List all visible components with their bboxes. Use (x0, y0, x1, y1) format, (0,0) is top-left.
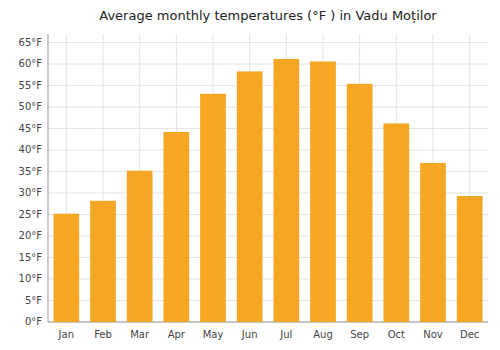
y-tick-label: 25°F (19, 209, 43, 220)
x-tick-label: Jan (58, 329, 74, 340)
bar (200, 94, 226, 322)
bar (54, 214, 80, 322)
y-tick-label: 5°F (25, 295, 42, 306)
x-tick-label: Sep (350, 329, 369, 340)
chart-svg: Average monthly temperatures (°F ) in Va… (0, 0, 500, 350)
bar (420, 163, 446, 322)
x-tick-label: Feb (94, 329, 112, 340)
y-axis-line (48, 34, 49, 322)
y-grid-line (48, 64, 488, 65)
y-tick-label: 35°F (19, 166, 43, 177)
y-tick-label: 65°F (19, 37, 43, 48)
x-tick-label: May (203, 329, 224, 340)
bar (274, 59, 300, 322)
bar (310, 62, 336, 322)
y-tick-label: 50°F (19, 101, 43, 112)
bar (347, 84, 373, 322)
bar (237, 71, 263, 322)
axes: 0°F 5°F 10°F 15°F 20°F 25°F 30°F 35°F 40°F 45°F 50… (19, 34, 488, 340)
y-tick-label: 15°F (19, 252, 43, 263)
grid (48, 34, 488, 322)
bar (164, 132, 190, 322)
y-tick-label: 45°F (19, 123, 43, 134)
x-tick-label: Mar (130, 329, 150, 340)
y-tick-label: 20°F (19, 230, 43, 241)
x-tick-label: Jul (279, 329, 292, 340)
bar (384, 123, 410, 322)
x-tick-label: Oct (388, 329, 405, 340)
x-tick-label: Aug (313, 329, 333, 340)
y-grid-line (48, 85, 488, 86)
x-tick-label: Apr (168, 329, 186, 340)
y-grid-line (48, 128, 488, 129)
title: Average monthly temperatures (°F ) in Va… (99, 8, 437, 23)
chart-container: Average monthly temperatures (°F ) in Va… (0, 0, 500, 350)
y-grid-line (48, 42, 488, 43)
y-grid-line (48, 107, 488, 108)
y-tick-label: 0°F (25, 316, 42, 327)
bar (457, 196, 483, 322)
bars (54, 59, 483, 322)
y-grid-line (48, 150, 488, 151)
y-tick-label: 10°F (19, 273, 43, 284)
x-tick-label: Jun (241, 329, 258, 340)
y-tick-label: 30°F (19, 187, 43, 198)
bar (90, 201, 116, 322)
y-tick-label: 40°F (19, 144, 43, 155)
x-tick-label: Dec (460, 329, 479, 340)
bar (127, 171, 153, 322)
y-tick-label: 60°F (19, 58, 43, 69)
x-tick-label: Nov (423, 329, 443, 340)
y-tick-label: 55°F (19, 80, 43, 91)
